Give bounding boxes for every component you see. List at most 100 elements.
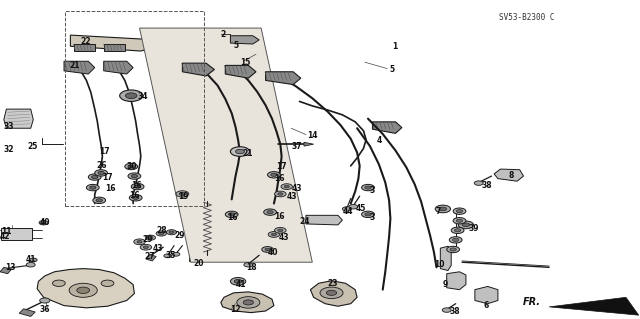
Circle shape	[125, 163, 138, 170]
Text: 1: 1	[392, 42, 397, 51]
Circle shape	[349, 204, 358, 209]
Polygon shape	[475, 286, 498, 304]
Circle shape	[326, 290, 337, 295]
Text: 33: 33	[3, 122, 13, 130]
Text: 16: 16	[227, 213, 237, 222]
Circle shape	[453, 208, 466, 214]
Circle shape	[450, 248, 456, 251]
Text: 16: 16	[129, 191, 140, 200]
Circle shape	[456, 210, 463, 213]
Circle shape	[86, 184, 99, 191]
Text: 16: 16	[274, 212, 284, 221]
Text: 43: 43	[287, 192, 297, 201]
Circle shape	[362, 211, 374, 218]
Circle shape	[442, 308, 451, 312]
Text: 28: 28	[157, 226, 168, 235]
Bar	[65, 11, 204, 206]
Text: 9: 9	[443, 280, 448, 289]
Text: 5: 5	[234, 41, 239, 50]
Circle shape	[452, 238, 459, 241]
Circle shape	[40, 298, 50, 303]
Circle shape	[169, 231, 174, 234]
Circle shape	[271, 233, 276, 236]
Circle shape	[284, 185, 289, 188]
Polygon shape	[19, 309, 35, 316]
Circle shape	[451, 227, 464, 234]
Circle shape	[125, 93, 137, 99]
Circle shape	[42, 222, 45, 224]
Text: 7: 7	[435, 207, 440, 216]
Circle shape	[172, 252, 180, 256]
Circle shape	[98, 171, 104, 174]
Circle shape	[92, 175, 98, 179]
Text: FR.: FR.	[523, 297, 541, 308]
Text: 12: 12	[230, 305, 241, 314]
Circle shape	[342, 207, 351, 211]
Text: SV53-B2300 C: SV53-B2300 C	[499, 13, 555, 22]
Circle shape	[132, 196, 139, 199]
Polygon shape	[372, 122, 402, 133]
Text: 43: 43	[152, 244, 163, 253]
Text: 19: 19	[178, 192, 188, 201]
Circle shape	[435, 205, 451, 213]
Circle shape	[143, 246, 148, 249]
Text: 29: 29	[142, 235, 152, 244]
Circle shape	[129, 195, 142, 201]
Circle shape	[230, 147, 250, 156]
Circle shape	[265, 248, 270, 251]
Polygon shape	[266, 72, 301, 85]
Polygon shape	[447, 272, 466, 290]
Circle shape	[164, 254, 172, 258]
Circle shape	[230, 278, 246, 285]
Circle shape	[128, 173, 141, 179]
Polygon shape	[4, 109, 33, 128]
Text: 13: 13	[5, 263, 15, 272]
Text: 34: 34	[138, 92, 148, 101]
Text: 21: 21	[69, 61, 79, 70]
Circle shape	[275, 227, 286, 233]
Circle shape	[439, 207, 447, 211]
Circle shape	[474, 181, 483, 185]
Text: 14: 14	[307, 131, 317, 140]
Circle shape	[95, 170, 108, 176]
Text: 2: 2	[221, 30, 226, 39]
Polygon shape	[64, 61, 95, 74]
Polygon shape	[146, 255, 156, 261]
Circle shape	[140, 244, 152, 250]
Text: 10: 10	[434, 260, 444, 269]
Text: 17: 17	[102, 173, 113, 182]
Polygon shape	[310, 281, 357, 306]
Polygon shape	[189, 252, 202, 261]
Text: 16: 16	[106, 184, 116, 193]
Circle shape	[458, 221, 474, 229]
Circle shape	[88, 174, 101, 180]
Text: 22: 22	[80, 37, 90, 46]
Circle shape	[166, 230, 177, 235]
Circle shape	[120, 90, 143, 101]
Circle shape	[365, 213, 371, 216]
Circle shape	[243, 300, 253, 305]
Text: 41: 41	[236, 280, 246, 289]
Circle shape	[39, 220, 48, 225]
Text: 15: 15	[240, 58, 250, 67]
Circle shape	[447, 246, 460, 253]
Text: 29: 29	[174, 231, 184, 240]
Text: 3: 3	[370, 213, 375, 222]
Polygon shape	[225, 65, 256, 78]
Text: 17: 17	[99, 147, 110, 156]
Text: 38: 38	[449, 308, 460, 316]
Circle shape	[237, 297, 260, 308]
Text: 4: 4	[376, 137, 381, 145]
Circle shape	[262, 247, 273, 252]
Circle shape	[449, 237, 462, 243]
Polygon shape	[440, 246, 451, 271]
Circle shape	[267, 211, 273, 214]
Text: 35: 35	[165, 251, 175, 260]
Circle shape	[134, 239, 145, 245]
Text: 43: 43	[291, 184, 301, 193]
Circle shape	[26, 263, 35, 267]
Text: 6: 6	[483, 301, 488, 310]
Polygon shape	[37, 269, 134, 308]
Circle shape	[77, 287, 90, 293]
Text: 18: 18	[246, 263, 257, 272]
